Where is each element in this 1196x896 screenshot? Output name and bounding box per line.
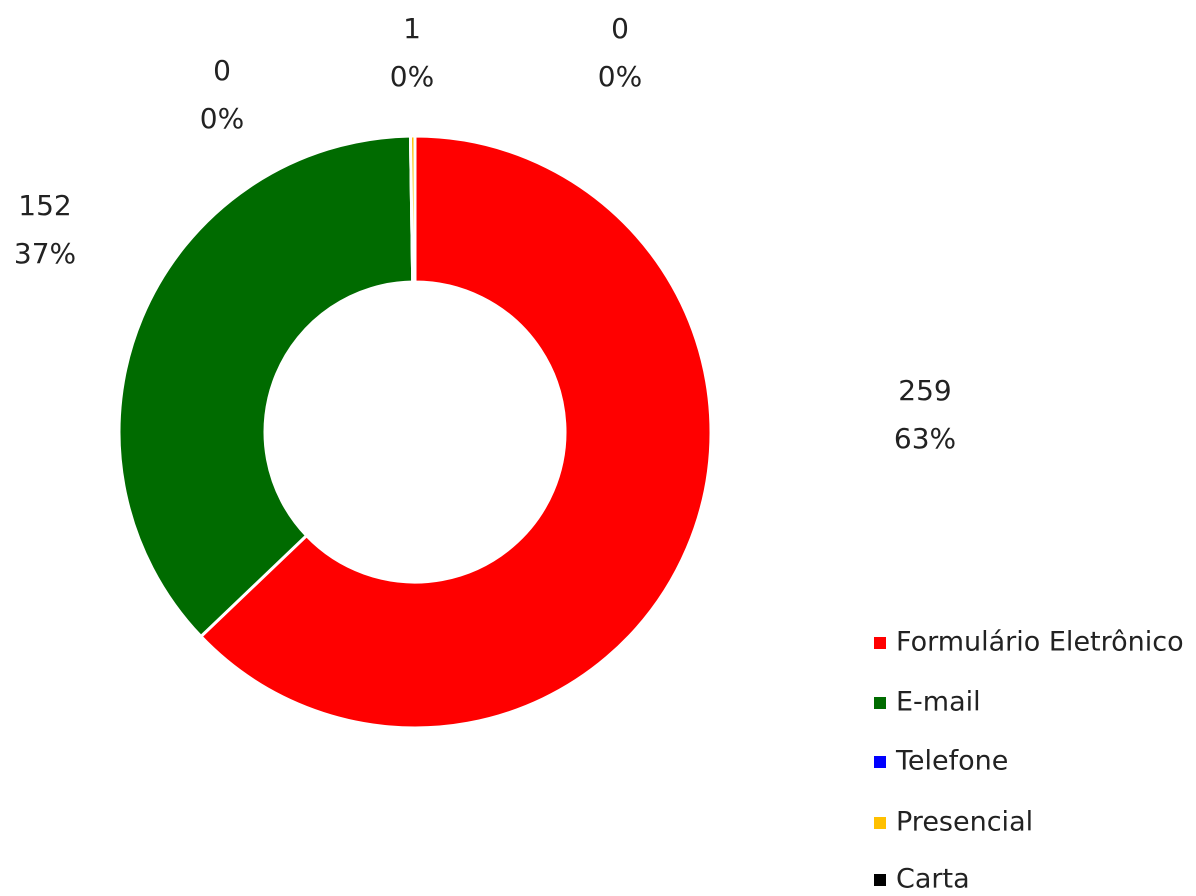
legend-text: Carta — [896, 864, 970, 895]
legend-swatch — [874, 874, 886, 886]
legend-swatch — [874, 817, 886, 829]
legend-text: Formulário Eletrônico — [896, 627, 1184, 658]
legend-text: E-mail — [896, 687, 981, 718]
legend-text: Telefone — [895, 746, 1008, 777]
legend-swatch — [874, 637, 886, 649]
data-label-percent: 0% — [200, 102, 244, 135]
legend-swatch — [874, 756, 886, 768]
legend-text: Presencial — [896, 807, 1033, 838]
data-label-percent: 63% — [894, 422, 956, 455]
donut-slice — [117, 134, 415, 639]
legend-swatch — [874, 697, 886, 709]
data-label-value: 152 — [18, 189, 71, 222]
data-label-value: 1 — [403, 12, 421, 45]
data-label-percent: 0% — [598, 60, 642, 93]
data-label-percent: 37% — [14, 237, 76, 270]
data-label-value: 0 — [611, 12, 629, 45]
donut-slice — [198, 134, 713, 730]
data-label-value: 0 — [213, 54, 231, 87]
data-label-value: 259 — [898, 374, 951, 407]
data-label-percent: 0% — [390, 60, 434, 93]
